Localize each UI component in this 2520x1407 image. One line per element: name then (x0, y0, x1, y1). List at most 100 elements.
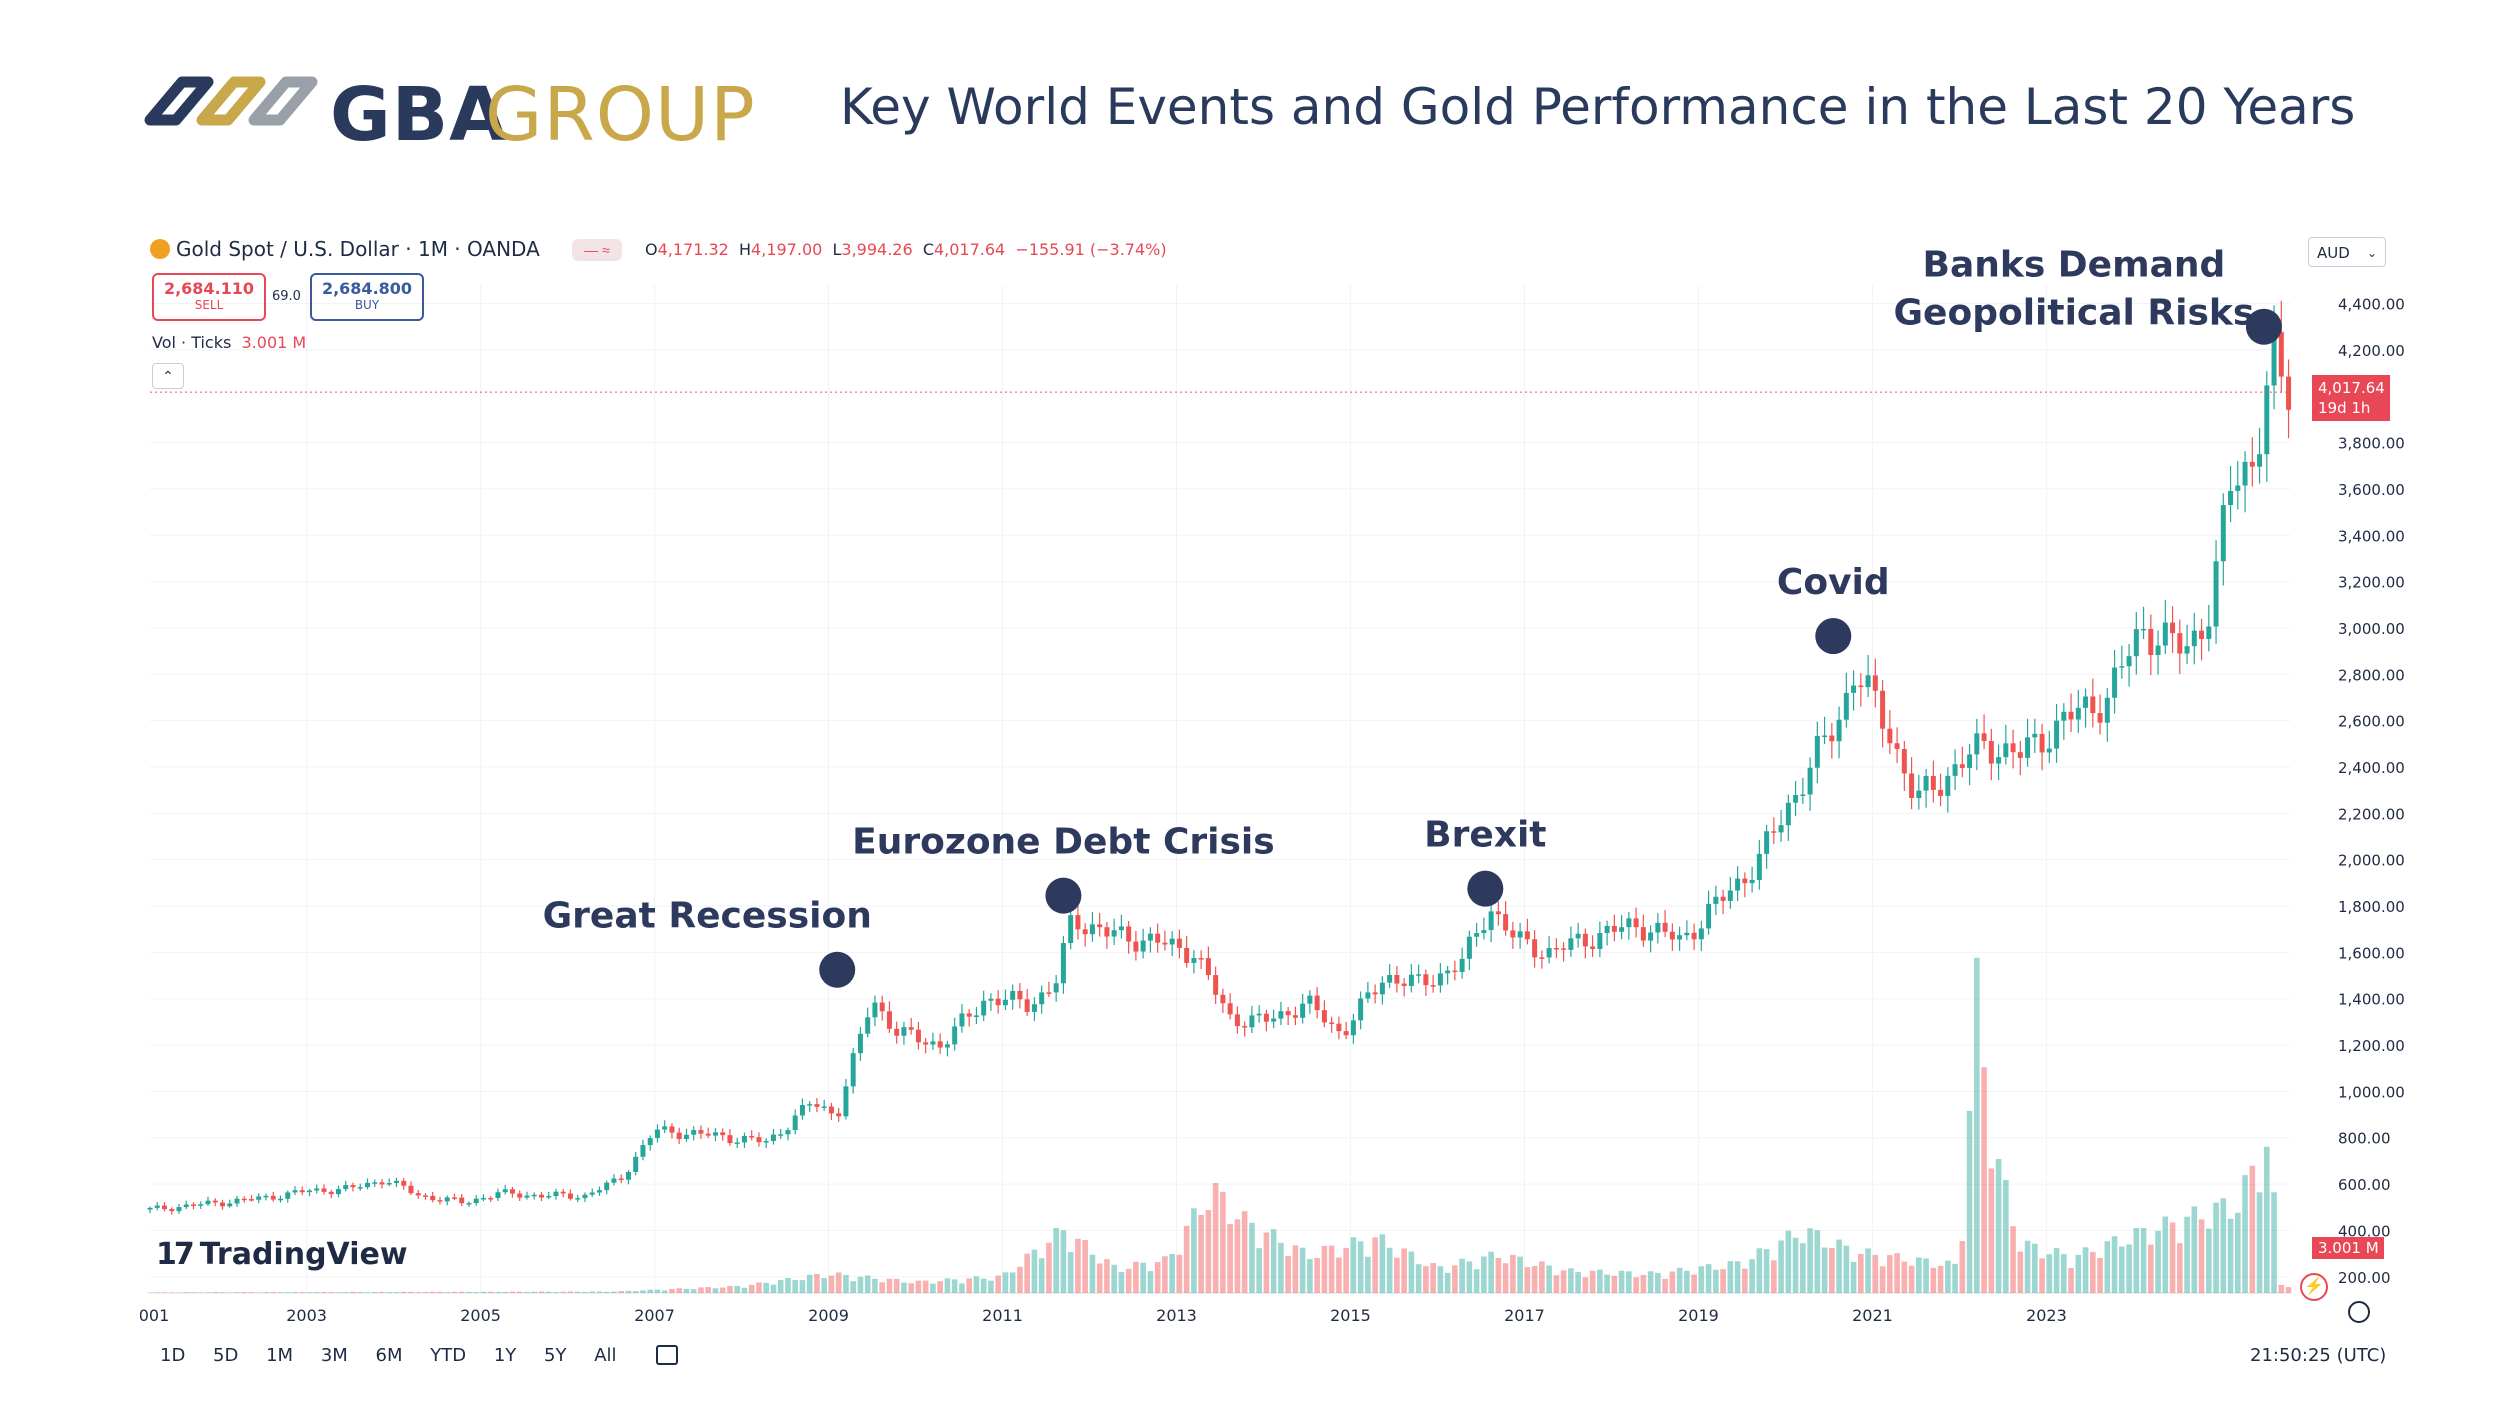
volume-bar (1191, 1208, 1197, 1293)
volume-bar (2104, 1241, 2111, 1293)
volume-bar (1966, 1110, 1973, 1293)
volume-bar (959, 1283, 965, 1293)
candle (959, 1013, 965, 1027)
range-1y[interactable]: 1Y (493, 1345, 517, 1366)
volume-bar (1372, 1237, 1378, 1293)
candle (2032, 733, 2038, 738)
volume-bar (988, 1280, 994, 1293)
candle (1198, 958, 1204, 960)
range-all[interactable]: All (594, 1345, 617, 1366)
volume-bar (2184, 1216, 2190, 1293)
volume-bar (1444, 1272, 1451, 1293)
candle (1249, 1015, 1255, 1028)
volume-bar (727, 1285, 733, 1293)
candle (2199, 630, 2205, 639)
volume-bar (1379, 1234, 1386, 1293)
candle (785, 1130, 791, 1135)
candle (1648, 932, 1654, 941)
candle (1575, 933, 1581, 939)
event-label: Brexit (1424, 815, 1546, 856)
volume-bar (545, 1291, 552, 1293)
volume-bar (1321, 1245, 1328, 1293)
volume-bar (487, 1291, 494, 1293)
sell-button[interactable]: 2,684.110 SELL (152, 273, 266, 321)
candle (1481, 930, 1487, 934)
volume-bar (2061, 1254, 2067, 1293)
x-tick-label: 2003 (286, 1306, 327, 1325)
candle (2104, 697, 2110, 723)
candle (662, 1126, 668, 1130)
currency-select[interactable]: AUD ⌄ (2308, 237, 2386, 267)
buy-button[interactable]: 2,684.800 BUY (310, 273, 424, 321)
candle (741, 1135, 747, 1143)
candle (1691, 932, 1697, 940)
volume-bar (495, 1291, 501, 1293)
calendar-icon[interactable] (656, 1345, 679, 1365)
candle (1959, 764, 1965, 768)
candle (1140, 940, 1146, 952)
volume-bar (328, 1292, 335, 1293)
range-6m[interactable]: 6M (375, 1345, 403, 1366)
candle (1321, 1010, 1327, 1023)
range-5d[interactable]: 5D (213, 1345, 239, 1366)
volume-bar (1154, 1262, 1161, 1293)
event-marker (1815, 618, 1852, 655)
candle (292, 1190, 298, 1193)
candle (1909, 773, 1915, 799)
volume-bar (1292, 1245, 1299, 1293)
volume-bar (756, 1282, 762, 1293)
candle (2046, 748, 2052, 753)
volume-bar (1263, 1232, 1270, 1293)
candle (1075, 915, 1081, 930)
volume-bar (1285, 1256, 1291, 1293)
volume-legend[interactable]: Vol · Ticks 3.001 M (152, 333, 306, 352)
ohlc-readout: O4,171.32 H4,197.00 L3,994.26 C4,017.64 … (645, 240, 1167, 259)
candle (654, 1129, 660, 1139)
candle (1901, 749, 1907, 774)
lightning-icon[interactable]: ⚡ (2300, 1273, 2328, 1301)
volume-bar (654, 1289, 661, 1293)
volume-bar (263, 1292, 269, 1293)
candle (865, 1017, 871, 1034)
volume-bar (814, 1273, 820, 1293)
volume-bar (1082, 1240, 1088, 1293)
candle (1590, 946, 1596, 949)
candle (1851, 685, 1857, 693)
x-tick-label: 2017 (1504, 1306, 1545, 1325)
volume-bar (618, 1290, 625, 1293)
candle (1024, 999, 1030, 1012)
volume-bar (886, 1278, 893, 1293)
volume-bar (531, 1291, 538, 1293)
symbol-label[interactable]: Gold Spot / U.S. Dollar · 1M · OANDA (150, 237, 540, 261)
x-tick-label: 2011 (982, 1306, 1023, 1325)
x-tick-label: 2005 (460, 1306, 501, 1325)
volume-bar (574, 1291, 581, 1293)
volume-bar (1633, 1277, 1639, 1293)
range-3m[interactable]: 3M (320, 1345, 348, 1366)
volume-bar (161, 1292, 168, 1293)
volume-bar (1662, 1278, 1668, 1293)
range-5y[interactable]: 5Y (544, 1345, 567, 1366)
collapse-legend-button[interactable]: ⌃ (152, 363, 184, 389)
candle (335, 1189, 341, 1195)
candle (190, 1204, 196, 1206)
volume-bar (1988, 1168, 1995, 1293)
candle (1133, 941, 1139, 952)
range-1d[interactable]: 1D (160, 1345, 186, 1366)
gear-icon[interactable] (2348, 1301, 2370, 1323)
candle (1916, 790, 1922, 799)
range-ytd[interactable]: YTD (430, 1345, 467, 1366)
volume-bar (1705, 1264, 1712, 1293)
volume-bar (1452, 1265, 1458, 1293)
candle (241, 1198, 247, 1201)
range-1m[interactable]: 1M (266, 1345, 294, 1366)
y-tick-label: 4,400.00 (2338, 296, 2405, 314)
volume-bar (190, 1292, 197, 1293)
candle (1285, 1011, 1291, 1016)
range-selector: 1D 5D 1M 3M 6M YTD 1Y 5Y All (160, 1345, 700, 1366)
candle (2177, 633, 2183, 654)
candle (1307, 995, 1313, 1004)
candle (553, 1191, 559, 1197)
volume-bar (1343, 1247, 1349, 1293)
chart-mode-toggle[interactable]: — ≈ (572, 239, 622, 261)
